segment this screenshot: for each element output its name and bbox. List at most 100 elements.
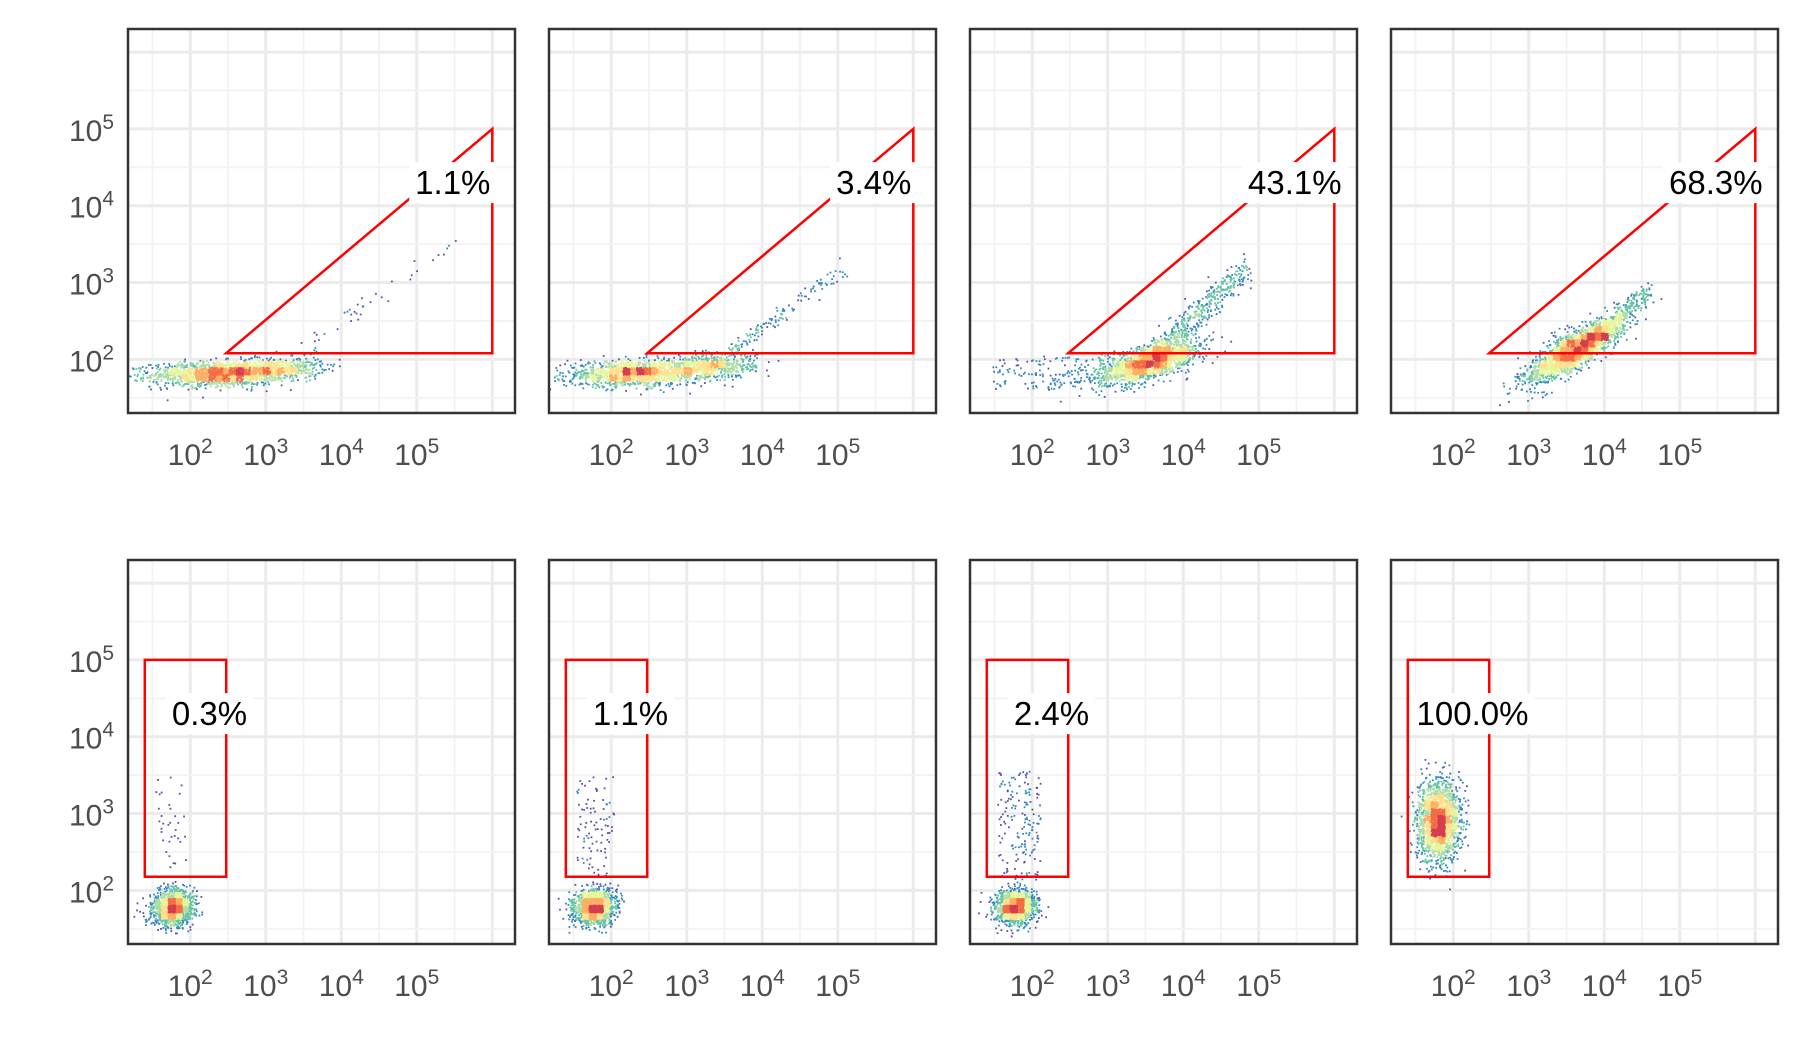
event-point	[293, 369, 296, 371]
event-point	[692, 370, 695, 372]
event-point	[155, 378, 157, 381]
event-point	[205, 370, 208, 372]
event-point	[601, 370, 604, 373]
event-point	[603, 375, 605, 377]
event-point	[1093, 378, 1096, 380]
event-point	[571, 382, 574, 385]
event-point	[628, 379, 631, 382]
event-point	[262, 359, 264, 362]
event-point	[1100, 379, 1103, 382]
event-point	[754, 355, 756, 358]
event-point	[1242, 279, 1245, 281]
event-point	[1235, 265, 1238, 267]
event-point	[1126, 383, 1129, 386]
event-point	[1165, 373, 1168, 376]
event-point	[193, 378, 196, 381]
event-point	[164, 375, 166, 378]
event-point	[1084, 366, 1086, 368]
event-point	[1088, 377, 1091, 380]
event-point	[219, 368, 222, 370]
event-point	[240, 368, 243, 370]
event-point	[735, 371, 738, 373]
event-point	[590, 377, 593, 380]
event-point	[643, 382, 646, 384]
event-point	[629, 359, 632, 362]
event-point	[625, 373, 628, 376]
event-point	[179, 360, 181, 363]
event-point	[184, 358, 186, 361]
event-point	[1184, 334, 1187, 337]
event-point	[258, 368, 261, 370]
event-point	[1104, 365, 1107, 368]
event-point	[810, 290, 812, 293]
event-point	[303, 354, 306, 357]
event-point	[250, 376, 253, 379]
event-point	[625, 375, 628, 377]
event-point	[206, 376, 209, 379]
event-point	[1156, 339, 1159, 342]
event-point	[572, 373, 575, 376]
event-point	[696, 364, 698, 366]
event-point	[645, 362, 648, 364]
event-point	[999, 385, 1002, 388]
event-point	[191, 364, 194, 367]
event-point	[227, 371, 230, 374]
event-point	[658, 372, 661, 375]
event-point	[1171, 333, 1173, 336]
event-point	[710, 372, 712, 375]
event-point	[206, 373, 208, 376]
event-point	[663, 356, 665, 359]
event-point	[567, 370, 570, 373]
event-point	[721, 368, 723, 371]
event-point	[278, 369, 281, 371]
event-point	[1126, 351, 1129, 353]
event-point	[1197, 305, 1199, 308]
event-point	[633, 370, 635, 372]
event-point	[297, 368, 300, 371]
event-point	[639, 361, 642, 364]
event-point	[226, 386, 229, 388]
event-point	[740, 346, 743, 348]
event-point	[270, 371, 273, 374]
event-point	[230, 364, 233, 366]
event-point	[1144, 377, 1147, 380]
event-point	[1124, 386, 1126, 389]
event-point	[635, 363, 638, 365]
event-point	[1139, 374, 1141, 377]
event-point	[1172, 331, 1175, 333]
event-point	[1089, 381, 1092, 384]
event-point	[191, 381, 194, 384]
event-point	[700, 385, 703, 388]
event-point	[656, 365, 659, 368]
event-point	[1198, 319, 1201, 322]
event-point	[668, 361, 671, 364]
event-point	[1064, 364, 1066, 367]
event-point	[742, 360, 745, 363]
event-point	[660, 367, 663, 370]
event-point	[644, 365, 647, 367]
event-point	[1215, 313, 1218, 315]
event-point	[684, 357, 687, 359]
event-point	[220, 367, 223, 370]
event-point	[633, 379, 636, 381]
event-point	[1197, 301, 1200, 303]
gate-label: 3.4%	[830, 162, 918, 204]
event-point	[177, 372, 179, 375]
x-axis-ticks: 102 103 104 105	[168, 435, 440, 472]
event-point	[1085, 369, 1087, 372]
event-point	[630, 370, 633, 373]
event-point	[160, 378, 163, 381]
event-point	[1133, 383, 1136, 385]
event-point	[663, 366, 666, 369]
event-point	[598, 374, 601, 377]
event-point	[198, 360, 201, 363]
event-point	[638, 368, 641, 371]
event-point	[559, 364, 562, 367]
event-point	[741, 343, 744, 346]
event-point	[191, 387, 194, 390]
event-point	[612, 370, 615, 373]
event-point	[1185, 332, 1188, 335]
event-point	[662, 374, 665, 376]
event-point	[729, 348, 731, 351]
event-point	[279, 378, 282, 381]
